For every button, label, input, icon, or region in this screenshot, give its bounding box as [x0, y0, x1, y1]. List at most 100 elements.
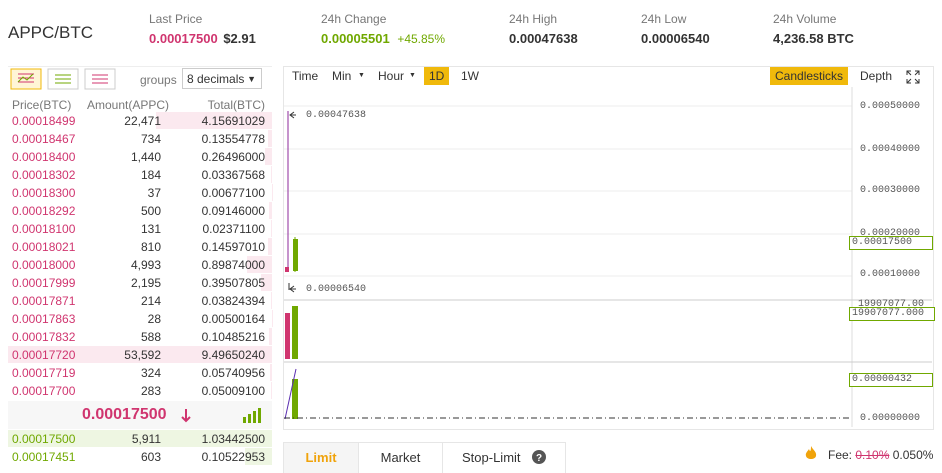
- amount: 1,440: [131, 150, 161, 164]
- price: 0.00017500: [12, 432, 75, 446]
- stat-label: 24h High: [509, 12, 557, 26]
- dropdown-caret: ▼: [358, 72, 365, 79]
- ask-row[interactable]: 0.00018499 22,471 4.15691029: [8, 112, 272, 130]
- depth-bar: [271, 292, 272, 309]
- price: 0.00018292: [12, 204, 75, 218]
- indicator-tag: 0.00000432: [849, 373, 933, 387]
- tab-stop-limit-text: Stop-Limit: [462, 450, 521, 465]
- stat-number: 0.00005501: [321, 31, 390, 46]
- ask-row[interactable]: 0.00017700 283 0.05009100: [8, 382, 272, 400]
- mode-candlesticks[interactable]: Candlesticks: [770, 67, 848, 85]
- price: 0.00017700: [12, 384, 75, 398]
- price: 0.00018100: [12, 222, 75, 236]
- total: 0.05740956: [202, 366, 265, 380]
- groups-label: groups: [140, 73, 177, 87]
- toolbar-item[interactable]: 1W: [456, 67, 484, 85]
- amount: 214: [141, 294, 161, 308]
- ask-row[interactable]: 0.00017871 214 0.03824394: [8, 292, 272, 310]
- total: 0.03367568: [202, 168, 265, 182]
- axis-label: 0.00050000: [860, 101, 920, 112]
- mode-depth[interactable]: Depth: [855, 67, 897, 85]
- fullscreen-icon[interactable]: [905, 69, 921, 85]
- total: 9.49650240: [202, 348, 265, 362]
- price: 0.00017719: [12, 366, 75, 380]
- amount: 184: [141, 168, 161, 182]
- col-amount: Amount(APPC): [87, 98, 169, 112]
- down-arrow: [180, 408, 192, 424]
- price: 0.00018300: [12, 186, 75, 200]
- decimals-select[interactable]: 8 decimals▼: [182, 68, 262, 89]
- depth-bar: [269, 328, 272, 345]
- volume-label: 19907077.00: [858, 299, 924, 306]
- total: 0.02371100: [202, 222, 265, 236]
- price: 0.00017871: [12, 294, 75, 308]
- total: 0.89874000: [202, 258, 265, 272]
- price: 0.00017451: [12, 450, 75, 464]
- fee: Fee: 0.10% 0.050%: [828, 448, 933, 462]
- toolbar-item[interactable]: 1D: [424, 67, 449, 85]
- stat-label: 24h Volume: [773, 12, 836, 26]
- fee-icon: [804, 445, 818, 461]
- ask-row[interactable]: 0.00018100 131 0.02371100: [8, 220, 272, 238]
- ask-row[interactable]: 0.00018292 500 0.09146000: [8, 202, 272, 220]
- stat-extra: +45.85%: [397, 32, 445, 46]
- amount: 53,592: [124, 348, 161, 362]
- tab-market[interactable]: Market: [358, 442, 443, 473]
- amount: 4,993: [131, 258, 161, 272]
- stat-label: 24h Low: [641, 12, 686, 26]
- stat-value: 0.00005501 +45.85%: [321, 31, 445, 46]
- chart-canvas: [284, 87, 932, 427]
- total: 0.05009100: [202, 384, 265, 398]
- stat-number: 0.00047638: [509, 31, 578, 46]
- axis-label: 0.00040000: [860, 144, 920, 155]
- help-icon[interactable]: ?: [532, 450, 546, 464]
- price: 0.00018499: [12, 114, 75, 128]
- amount: 5,911: [132, 432, 161, 446]
- depth-bar: [268, 130, 272, 147]
- depth-bar: [265, 148, 272, 165]
- total: 0.10522953: [202, 450, 265, 464]
- total: 0.09146000: [202, 204, 265, 218]
- high-note: 0.00047638: [306, 110, 366, 121]
- signal-icon: [243, 408, 263, 424]
- amount: 810: [141, 240, 161, 254]
- stat-number: 4,236.58 BTC: [773, 31, 854, 46]
- amount: 324: [141, 366, 161, 380]
- stat-label: Last Price: [149, 12, 202, 26]
- total: 0.00500164: [202, 312, 265, 326]
- depth-bar: [270, 364, 272, 381]
- toolbar-item[interactable]: Min: [327, 67, 356, 85]
- price: 0.00017999: [12, 276, 75, 290]
- total: 0.10485216: [202, 330, 265, 344]
- total: 4.15691029: [202, 114, 265, 128]
- depth-bar: [271, 166, 272, 183]
- total: 0.00677100: [202, 186, 265, 200]
- ask-row[interactable]: 0.00017719 324 0.05740956: [8, 364, 272, 382]
- amount: 500: [141, 204, 161, 218]
- price-tag: 0.00017500: [849, 236, 933, 250]
- amount: 22,471: [124, 114, 161, 128]
- toolbar-item[interactable]: Hour: [373, 67, 409, 85]
- amount: 131: [141, 222, 161, 236]
- stat-number: 0.00006540: [641, 31, 710, 46]
- amount: 283: [141, 384, 161, 398]
- low-note: 0.00006540: [306, 284, 366, 295]
- total: 0.14597010: [202, 240, 265, 254]
- total: 0.13554778: [202, 132, 265, 146]
- tab-limit[interactable]: Limit: [283, 442, 359, 473]
- toolbar-item[interactable]: Time: [287, 67, 323, 85]
- total: 0.03824394: [202, 294, 265, 308]
